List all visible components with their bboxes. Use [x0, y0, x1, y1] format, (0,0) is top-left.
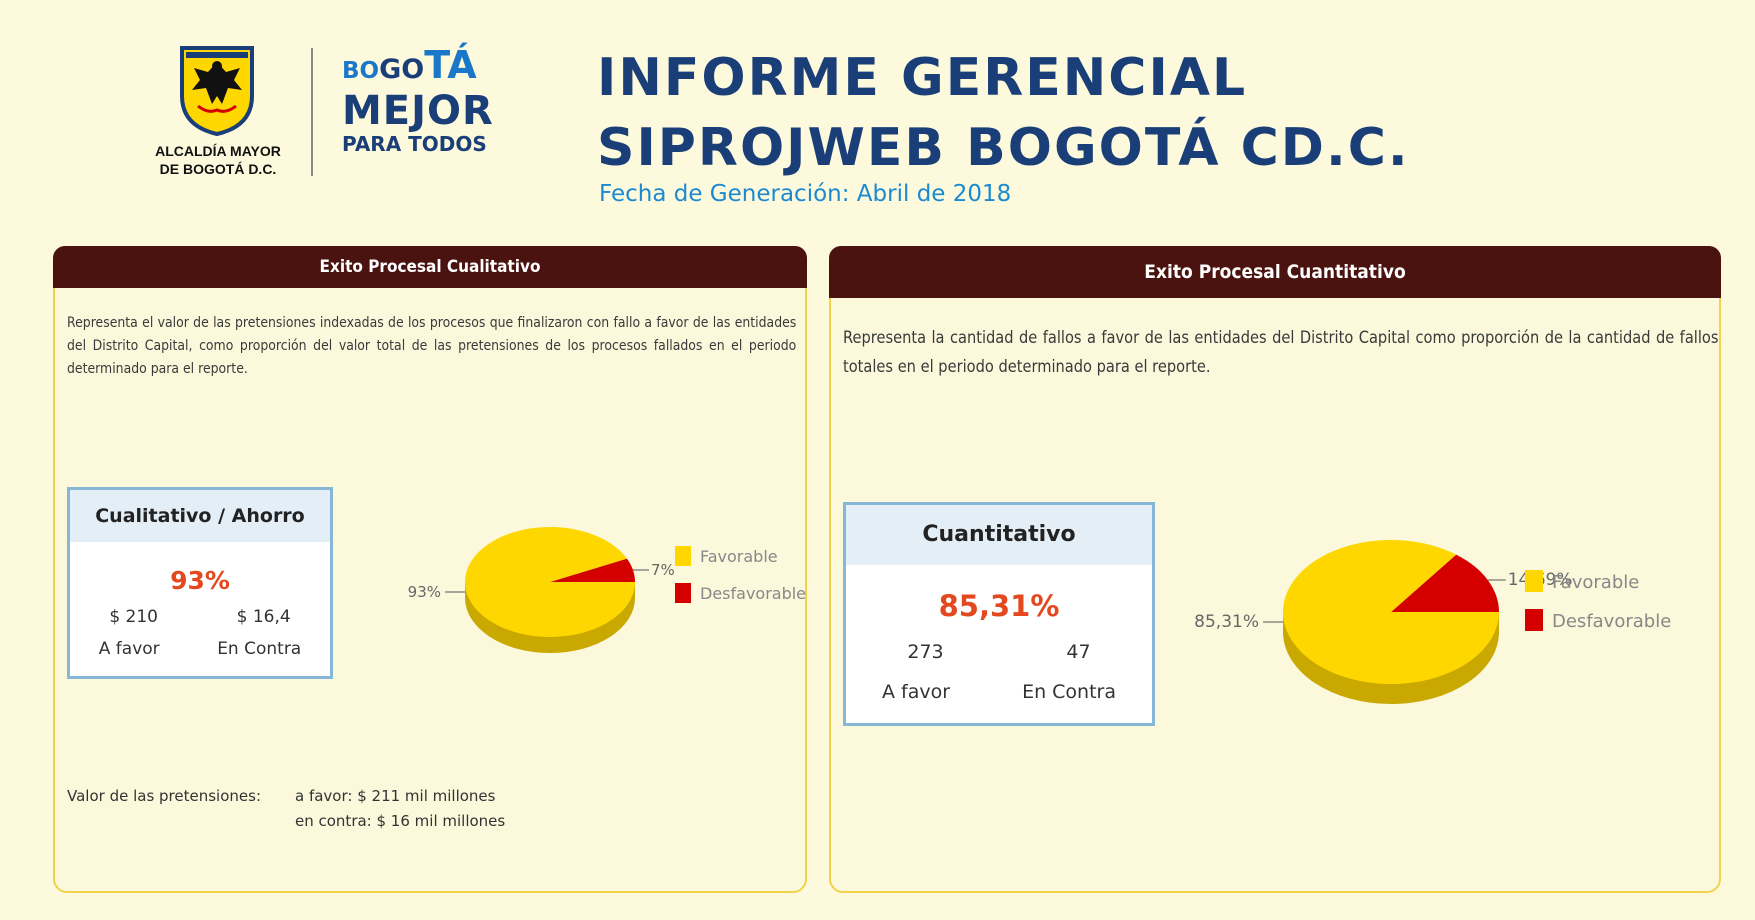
logo-line-2: MEJOR	[342, 88, 494, 134]
kpi-labels: A favor En Contra	[846, 681, 1152, 703]
panel-exito-cuantitativo: Exito Procesal Cuantitativo Representa l…	[829, 246, 1721, 893]
legend-swatch-desfavorable	[1525, 609, 1543, 631]
kpi-contra-value: $ 16,4	[236, 607, 291, 627]
kpi-favor-value: $ 210	[109, 607, 158, 627]
report-title-line-1: INFORME GERENCIAL	[597, 48, 1248, 108]
logo-ta: TÁ	[424, 43, 477, 87]
kpi-title: Cuantitativo	[846, 505, 1152, 565]
pretensiones-label: Valor de las pretensiones:	[67, 787, 261, 805]
pie-slice-desfavorable	[550, 558, 635, 582]
kpi-box-cualitativo: Cualitativo / Ahorro 93% $ 210 $ 16,4 A …	[67, 487, 333, 679]
panel-description: Representa el valor de las pretensiones …	[67, 315, 797, 377]
legend-label-favorable: Favorable	[1552, 572, 1639, 593]
generation-date: Fecha de Generación: Abril de 2018	[599, 181, 1012, 207]
panel-exito-cualitativo: Exito Procesal Cualitativo Representa el…	[53, 246, 807, 893]
logo-line-3: PARA TODOS	[342, 132, 487, 156]
kpi-favor-value: 273	[907, 641, 944, 663]
legend-swatch-desfavorable	[675, 583, 691, 603]
org-name: ALCALDÍA MAYOR DE BOGOTÁ D.C.	[148, 142, 288, 178]
kpi-values: $ 210 $ 16,4	[70, 607, 330, 627]
bogota-coat-of-arms-icon	[180, 46, 254, 136]
kpi-contra-value: 47	[1066, 641, 1091, 663]
pie-slice-desfavorable	[1391, 554, 1499, 612]
kpi-box-cuantitativo: Cuantitativo 85,31% 273 47 A favor En Co…	[843, 502, 1155, 726]
logo-go: GO	[379, 54, 425, 85]
pie-slice-favorable	[1283, 540, 1499, 684]
legend-label-desfavorable: Desfavorable	[1552, 611, 1671, 632]
kpi-title: Cualitativo / Ahorro	[70, 490, 330, 542]
kpi-favor-label: A favor	[98, 639, 160, 659]
pretensiones-contra: en contra: $ 16 mil millones	[295, 812, 506, 830]
legend-label-desfavorable: Desfavorable	[700, 584, 805, 603]
kpi-favor-label: A favor	[882, 681, 951, 703]
legend-swatch-favorable	[675, 546, 691, 566]
panel-heading: Exito Procesal Cualitativo	[53, 246, 807, 288]
pretensiones-values: a favor: $ 211 mil millones en contra: $…	[295, 784, 505, 834]
pie-slice-favorable	[465, 527, 635, 637]
logo-line-1: BOGOTÁ	[342, 46, 522, 90]
legend-label-favorable: Favorable	[700, 547, 778, 566]
panel-heading: Exito Procesal Cuantitativo	[829, 246, 1721, 298]
report-title-line-2: SIPROJWEB BOGOTÁ CD.C.	[597, 118, 1410, 178]
kpi-percent: 85,31%	[938, 589, 1060, 623]
pie-chart-cualitativo: 7% 93% Favorable Desfavorable	[408, 527, 805, 653]
kpi-percent: 93%	[170, 566, 230, 595]
logo-bo: BO	[342, 58, 380, 84]
panel-description: Representa la cantidad de fallos a favor…	[843, 328, 1719, 377]
slice-label-favorable: 93%	[408, 583, 441, 601]
kpi-labels: A favor En Contra	[70, 639, 330, 659]
legend-swatch-favorable	[1525, 570, 1543, 592]
kpi-contra-label: En Contra	[217, 639, 302, 659]
kpi-values: 273 47	[846, 641, 1152, 663]
pretensiones-favor: a favor: $ 211 mil millones	[295, 787, 496, 805]
org-line-1: ALCALDÍA MAYOR	[155, 143, 281, 159]
kpi-contra-label: En Contra	[1022, 681, 1116, 703]
header-divider	[311, 48, 313, 176]
org-line-2: DE BOGOTÁ D.C.	[159, 161, 277, 177]
bogota-mejor-logo: BOGOTÁ MEJOR PARA TODOS	[342, 46, 522, 156]
slice-label-desfavorable: 7%	[651, 561, 675, 579]
slice-label-favorable: 85,31%	[1194, 612, 1259, 632]
